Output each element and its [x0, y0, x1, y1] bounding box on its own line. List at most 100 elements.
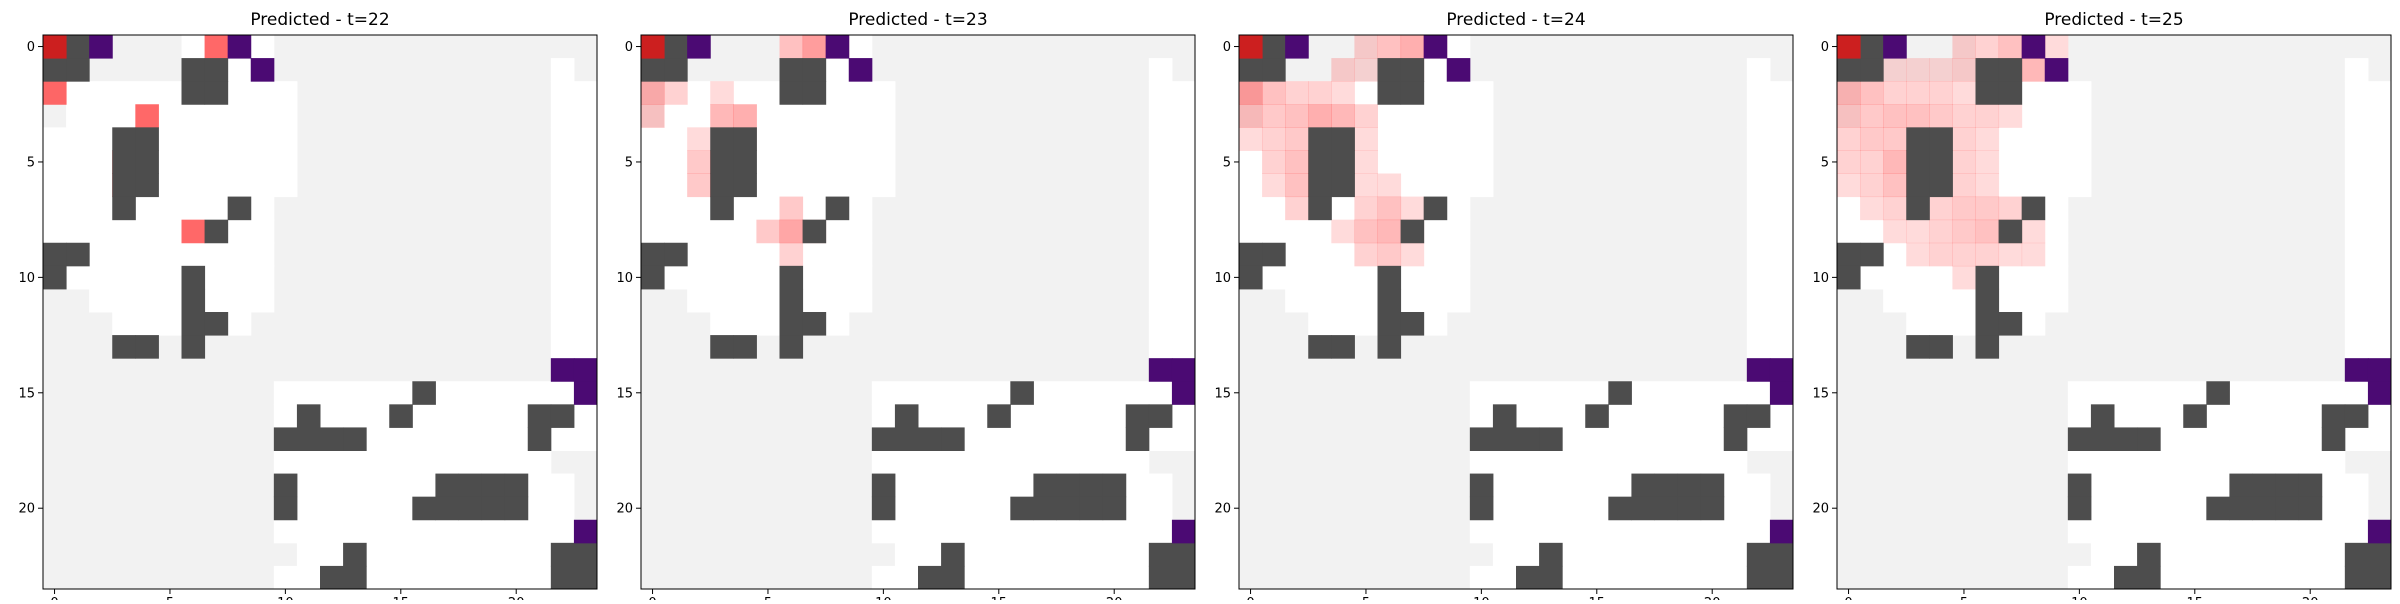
wall-cell [135, 173, 159, 198]
prediction-cell [1262, 150, 1286, 174]
wall-cell [1469, 427, 1494, 451]
wall-cell [918, 565, 942, 590]
wall-cell [802, 58, 827, 82]
prediction-cell [756, 219, 780, 244]
open-cell [1746, 219, 1794, 244]
open-cell [1148, 150, 1196, 174]
prediction-cell [1860, 196, 1884, 221]
wall-cell [1677, 473, 1702, 498]
y-tick-label: 20 [18, 502, 35, 517]
prediction-cell [1239, 104, 1263, 128]
wall-cell [1975, 58, 2000, 82]
wall-cell [2137, 565, 2161, 590]
wall-cell [1654, 496, 1679, 521]
goal-cell [1769, 358, 1794, 382]
goal-cell [573, 358, 598, 382]
wall-cell [779, 312, 804, 336]
wall-cell [1033, 473, 1057, 498]
prediction-cell [1975, 127, 2000, 151]
prediction-cell [1952, 265, 1976, 290]
wall-cell [2344, 404, 2369, 428]
wall-cell [1516, 427, 1540, 451]
wall-cell [435, 496, 459, 521]
goal-cell [1171, 358, 1196, 382]
open-cell [2344, 242, 2392, 267]
wall-cell [573, 542, 598, 567]
wall-cell [1723, 427, 1748, 451]
open-cell [550, 335, 598, 359]
chart-title: Predicted - t=24 [1446, 10, 1585, 30]
wall-cell [2321, 404, 2346, 428]
wall-cell [2067, 427, 2092, 451]
wall-cell [204, 81, 229, 105]
open-cell [641, 242, 873, 267]
wall-cell [1056, 473, 1081, 498]
prediction-cell [733, 104, 757, 128]
wall-cell [504, 496, 529, 521]
open-cell [1746, 150, 1794, 174]
chart-title: Predicted - t=22 [250, 10, 389, 30]
open-cell [641, 173, 896, 198]
open-cell [2067, 565, 2369, 590]
wall-cell [733, 150, 757, 174]
open-cell [1148, 242, 1196, 267]
wall-cell [296, 404, 321, 428]
goal-cell [1769, 381, 1794, 405]
open-cell [550, 312, 598, 336]
y-tick-label: 20 [1214, 502, 1231, 517]
wall-cell [2344, 565, 2369, 590]
prediction-cell [1975, 35, 2000, 59]
open-cell [1148, 219, 1196, 244]
prediction-cell [1906, 104, 1930, 128]
open-cell [1746, 104, 1794, 128]
wall-cell [1492, 427, 1517, 451]
wall-cell [710, 196, 734, 221]
y-tick-label: 10 [1812, 271, 1829, 286]
wall-cell [2206, 381, 2230, 405]
wall-cell [1492, 404, 1517, 428]
wall-cell [1746, 404, 1771, 428]
open-cell [1746, 288, 1794, 313]
wall-cell [181, 81, 206, 105]
open-cell [2344, 173, 2392, 198]
open-cell [273, 450, 552, 475]
prediction-cell [1975, 219, 2000, 244]
wall-cell [273, 427, 298, 451]
wall-cell [135, 127, 159, 151]
wall-cell [458, 496, 483, 521]
prediction-cell [1354, 242, 1378, 267]
wall-cell [1746, 565, 1771, 590]
prediction-cell [1883, 219, 1907, 244]
wall-cell [641, 265, 665, 290]
wall-cell [1148, 565, 1173, 590]
x-tick-label: 20 [1704, 596, 1721, 600]
prediction-cell [1354, 58, 1378, 82]
wall-cell [181, 312, 206, 336]
prediction-cell [1285, 104, 1309, 128]
wall-cell [1929, 150, 1953, 174]
open-cell [1860, 104, 2092, 128]
prediction-cell [1354, 35, 1378, 59]
prediction-cell [1837, 150, 1861, 174]
wall-cell [1331, 150, 1355, 174]
panel-1: 0 5 10 15 20 0 5 10 15 20 Predicted - t=22 [18, 10, 598, 604]
prediction-cell [1929, 58, 1953, 82]
prediction-cell [2021, 242, 2046, 267]
prediction-cell [1929, 81, 1953, 105]
agent-cell [641, 35, 665, 59]
y-tick-label: 15 [18, 386, 35, 401]
wall-cell [2252, 496, 2277, 521]
wall-cell [1377, 312, 1402, 336]
y-tick-label: 0 [1821, 40, 1829, 55]
wall-cell [2090, 427, 2115, 451]
prediction-cell [1975, 173, 2000, 198]
prediction-cell [1354, 150, 1378, 174]
goal-cell [550, 358, 575, 382]
open-cell [273, 404, 598, 428]
x-tick-label: 15 [991, 596, 1008, 600]
wall-cell [1539, 565, 1563, 590]
wall-cell [2206, 496, 2230, 521]
x-tick-label: 5 [1362, 596, 1370, 600]
wall-cell [1331, 127, 1355, 151]
y-tick-label: 15 [1812, 386, 1829, 401]
